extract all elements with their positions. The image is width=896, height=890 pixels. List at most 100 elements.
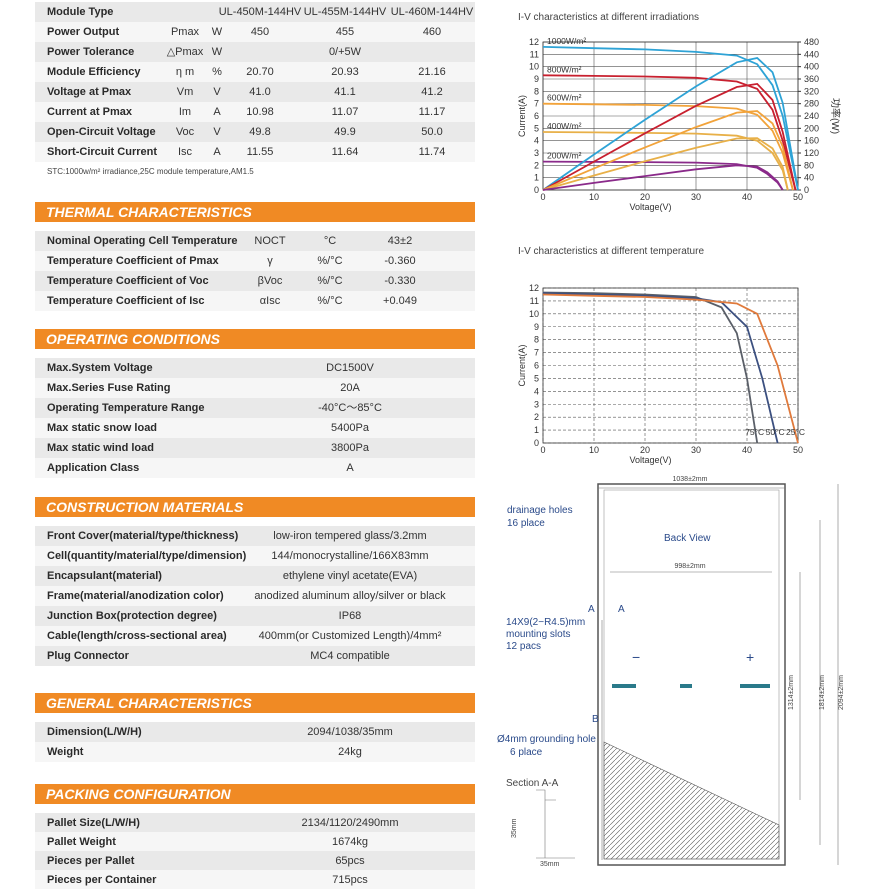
table-row: Operating Temperature Range -40°C～85°C xyxy=(35,398,475,419)
chart-title: I-V characteristics at different irradia… xyxy=(518,12,699,23)
x-tick-label: 10 xyxy=(589,445,599,455)
row-value: 43±2 xyxy=(387,235,413,247)
row-value: UL-450M-144HV xyxy=(218,6,302,18)
row-value: Voc xyxy=(175,126,195,138)
row-value: MC4 compatible xyxy=(310,650,390,662)
table-row: Pieces per Pallet 65pcs xyxy=(35,851,475,871)
row-value: NOCT xyxy=(254,235,286,247)
row-value: 49.8 xyxy=(249,126,271,138)
row-value: 0/+5W xyxy=(328,46,362,58)
series-line xyxy=(542,293,799,444)
row-label: Frame(material/anodization color) xyxy=(47,590,224,602)
diagram-label: drainage holes xyxy=(507,505,573,516)
row-label: Module Type xyxy=(47,6,114,18)
section-header: OPERATING CONDITIONS xyxy=(35,329,475,349)
row-value: UL-460M-144HV xyxy=(390,6,474,18)
row-value: V xyxy=(213,86,221,98)
row-value: 41.2 xyxy=(421,86,443,98)
row-value: UL-455M-144HV xyxy=(303,6,387,18)
dimension-lines xyxy=(536,484,839,865)
row-label: Max static wind load xyxy=(47,442,154,454)
x-tick-label: 20 xyxy=(640,192,650,202)
x-tick-label: 0 xyxy=(540,445,545,455)
row-label: Current at Pmax xyxy=(47,106,132,118)
table-row: Weight 24kg xyxy=(35,742,475,763)
table-row: Max.System Voltage DC1500V xyxy=(35,358,475,379)
diagram-label: 1038±2mm xyxy=(673,476,708,483)
table-row: Temperature Coefficient of Voc βVoc %/°C -0… xyxy=(35,271,475,292)
table-row: Max static snow load 5400Pa xyxy=(35,418,475,439)
row-value: 20.93 xyxy=(331,66,359,78)
series-line xyxy=(542,57,799,191)
x-axis-label: Voltage(V) xyxy=(629,455,671,465)
row-value: 11.74 xyxy=(418,146,446,158)
row-value: 65pcs xyxy=(335,855,365,867)
table-row: Dimension(L/W/H) 2094/1038/35mm xyxy=(35,722,475,743)
section-header: GENERAL CHARACTERISTICS xyxy=(35,693,475,713)
row-value: % xyxy=(212,66,222,78)
panel-inner xyxy=(603,489,780,860)
series-label: 50°C xyxy=(766,427,785,437)
row-value: 5400Pa xyxy=(331,422,369,434)
diagram-label: B xyxy=(592,714,599,725)
series-line xyxy=(542,102,794,191)
y-tick-label: 4 xyxy=(534,386,539,396)
row-label: Voltage at Pmax xyxy=(47,86,132,98)
series-label: 200W/m² xyxy=(547,151,582,161)
row-value: -40°C～85°C xyxy=(318,402,382,414)
row-value: 10.98 xyxy=(246,106,274,118)
table-row: Encapsulant(material) ethylene vinyl acet… xyxy=(35,566,475,587)
series-line xyxy=(542,46,799,191)
row-value: 11.55 xyxy=(246,146,274,158)
table-row: Temperature Coefficient of Pmax γ %/°C -0.3… xyxy=(35,251,475,272)
y-tick-label: 7 xyxy=(534,348,539,358)
row-label: Pallet Weight xyxy=(47,836,116,848)
row-value: 400mm(or Customized Length)/4mm² xyxy=(258,630,442,642)
series-line xyxy=(542,291,759,444)
series-line xyxy=(542,137,789,191)
x-tick-label: 30 xyxy=(691,445,701,455)
plot-frame xyxy=(542,287,799,444)
series-label: 25°C xyxy=(786,427,805,437)
y2-tick-label: 240 xyxy=(804,111,819,121)
row-value: W xyxy=(211,26,223,38)
row-label: Power Tolerance xyxy=(47,46,135,58)
row-value: Vm xyxy=(176,86,194,98)
y-tick-label: 3 xyxy=(534,399,539,409)
row-value: A xyxy=(346,462,354,474)
diagram-label: Back View xyxy=(664,533,711,544)
row-value: %/°C xyxy=(317,275,343,287)
row-value: 11.17 xyxy=(418,106,446,118)
table-row: Power Output Pmax W 450 455 460 xyxy=(35,22,475,43)
y2-tick-label: 120 xyxy=(804,148,819,158)
diagram-label: 14X9(2−R4.5)mm xyxy=(506,617,585,628)
y2-tick-label: 440 xyxy=(804,49,819,59)
row-label: Weight xyxy=(47,746,84,758)
y-tick-label: 4 xyxy=(534,136,539,146)
table-row: Front Cover(material/type/thickness) low-… xyxy=(35,526,475,547)
row-label: Open-Circuit Voltage xyxy=(47,126,156,138)
cell-hatch xyxy=(603,741,780,860)
row-value: 41.1 xyxy=(334,86,356,98)
row-value: 2094/1038/35mm xyxy=(307,726,393,738)
row-label: Cable(length/cross-sectional area) xyxy=(47,630,227,642)
row-value: low-iron tempered glass/3.2mm xyxy=(273,530,427,542)
y-tick-label: 0 xyxy=(534,185,539,195)
row-label: Short-Circuit Current xyxy=(47,146,157,158)
section-header: CONSTRUCTION MATERIALS xyxy=(35,497,475,517)
plot-frame xyxy=(542,41,799,191)
row-label: Pieces per Pallet xyxy=(47,855,135,867)
row-value: γ xyxy=(267,255,273,267)
series-label: 1000W/m² xyxy=(547,36,586,46)
y-tick-label: 2 xyxy=(534,412,539,422)
row-value: 20A xyxy=(340,382,360,394)
table-row: Pallet Size(L/W/H) 2134/1120/2490mm xyxy=(35,813,475,833)
diagram-label: 2094±2mm xyxy=(838,675,845,710)
diagram-label: mounting slots xyxy=(506,629,570,640)
table-row: Max.Series Fuse Rating 20A xyxy=(35,378,475,399)
row-value: △Pmax xyxy=(166,46,204,58)
y2-tick-label: 0 xyxy=(804,185,809,195)
row-value: %/°C xyxy=(317,255,343,267)
x-tick-label: 20 xyxy=(640,445,650,455)
